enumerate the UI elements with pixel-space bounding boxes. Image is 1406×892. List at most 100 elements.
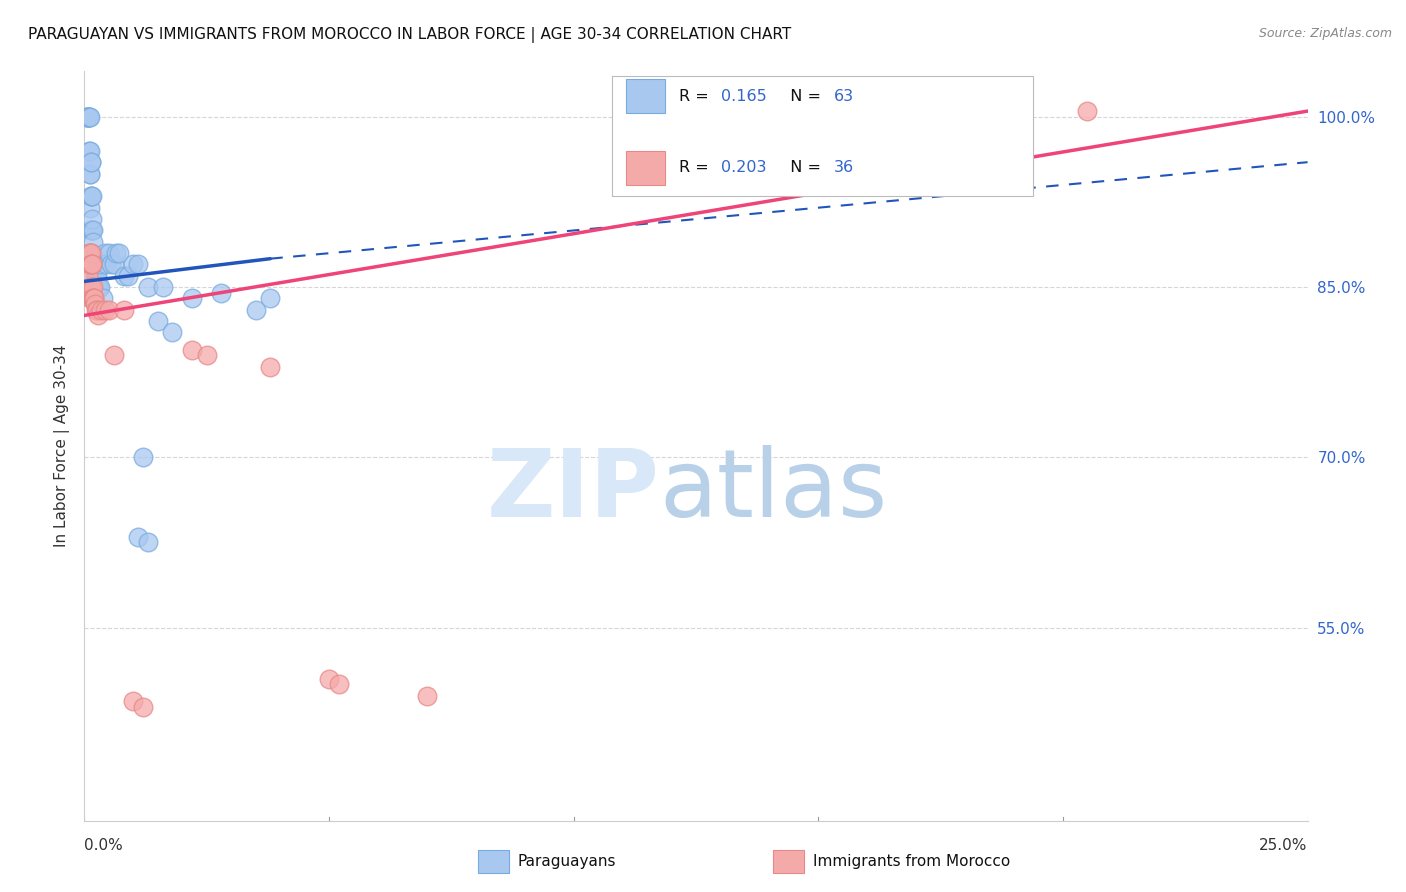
Text: 63: 63 (834, 89, 853, 103)
Text: Source: ZipAtlas.com: Source: ZipAtlas.com (1258, 27, 1392, 40)
Point (94, 302, 117, 317)
Point (87, 280, 110, 294)
Point (162, 326, 184, 340)
Point (83, 257, 105, 271)
Point (80, 155, 103, 169)
Point (90, 257, 112, 271)
Point (100, 257, 122, 271)
Text: R =: R = (679, 89, 714, 103)
Point (82, 211, 104, 226)
Point (76, 110, 98, 124)
Point (82, 257, 104, 271)
Text: R =: R = (679, 161, 714, 175)
Point (181, 343, 204, 357)
Text: ZIP: ZIP (486, 445, 659, 537)
Point (82, 257, 104, 271)
Point (112, 302, 135, 317)
Point (79, 110, 101, 124)
Point (80, 246, 103, 260)
Point (87, 309, 110, 323)
Point (79, 144, 101, 158)
Point (87, 280, 110, 294)
Point (82, 292, 104, 306)
Point (79, 201, 101, 215)
Point (103, 257, 125, 271)
Point (96, 257, 118, 271)
Point (80, 280, 103, 294)
Point (209, 285, 232, 300)
Point (122, 694, 145, 708)
Point (127, 530, 149, 544)
Point (76, 110, 98, 124)
Point (80, 292, 103, 306)
Point (107, 246, 129, 260)
Point (94, 246, 117, 260)
Point (80, 257, 103, 271)
Point (259, 359, 281, 374)
Point (79, 257, 101, 271)
Point (90, 302, 112, 317)
Point (181, 292, 204, 306)
Point (79, 167, 101, 181)
Text: 0.203: 0.203 (721, 161, 766, 175)
Point (82, 235, 104, 249)
Point (1076, 104, 1098, 119)
Point (80, 189, 103, 203)
Point (86, 268, 108, 283)
Point (122, 257, 145, 271)
Point (117, 268, 139, 283)
Point (80, 223, 103, 237)
Point (77, 110, 100, 124)
Point (83, 292, 105, 306)
Point (83, 257, 105, 271)
Point (82, 280, 104, 294)
Text: 0.0%: 0.0% (84, 838, 124, 853)
Point (84, 268, 107, 283)
Point (97, 246, 120, 260)
Point (112, 268, 135, 283)
Text: N =: N = (780, 89, 827, 103)
Point (146, 314, 169, 328)
Point (89, 280, 111, 294)
Point (82, 292, 104, 306)
Text: 25.0%: 25.0% (1260, 838, 1308, 853)
Point (80, 189, 103, 203)
Point (80, 155, 103, 169)
Point (195, 348, 218, 362)
Point (80, 257, 103, 271)
Point (127, 257, 149, 271)
Text: 0.165: 0.165 (721, 89, 768, 103)
Text: N =: N = (780, 161, 827, 175)
Point (136, 280, 159, 294)
Point (76, 257, 98, 271)
Y-axis label: In Labor Force | Age 30-34: In Labor Force | Age 30-34 (55, 344, 70, 548)
Point (79, 292, 101, 306)
Point (77, 110, 100, 124)
Point (80, 280, 103, 294)
Point (152, 280, 174, 294)
Point (103, 348, 125, 362)
Point (136, 535, 159, 549)
Point (318, 672, 340, 686)
Point (86, 302, 108, 317)
Text: PARAGUAYAN VS IMMIGRANTS FROM MOROCCO IN LABOR FORCE | AGE 30-34 CORRELATION CHA: PARAGUAYAN VS IMMIGRANTS FROM MOROCCO IN… (28, 27, 792, 43)
Point (132, 450, 155, 465)
Text: Paraguayans: Paraguayans (517, 855, 616, 869)
Point (83, 268, 105, 283)
Point (105, 246, 128, 260)
Point (82, 246, 104, 260)
Point (328, 677, 350, 691)
Point (77, 144, 100, 158)
Text: Immigrants from Morocco: Immigrants from Morocco (813, 855, 1010, 869)
Point (84, 257, 107, 271)
Point (76, 268, 98, 283)
Point (82, 223, 104, 237)
Point (416, 689, 439, 703)
Point (84, 297, 107, 311)
Point (82, 257, 104, 271)
Point (80, 246, 103, 260)
Text: 36: 36 (834, 161, 853, 175)
Point (79, 246, 101, 260)
Point (259, 292, 281, 306)
Point (77, 246, 100, 260)
